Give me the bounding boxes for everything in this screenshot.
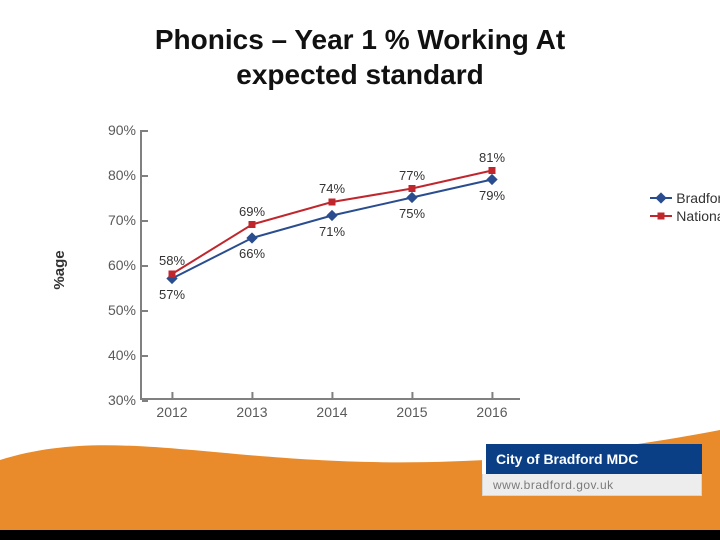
y-axis-label: %age <box>51 250 68 289</box>
data-label-bradford: 79% <box>479 188 505 203</box>
page-title: Phonics – Year 1 % Working At expected s… <box>0 22 720 92</box>
legend-swatch <box>650 209 672 223</box>
data-label-national: 58% <box>159 253 185 268</box>
marker-national <box>329 199 336 206</box>
footer-url-text: www.bradford.gov.uk <box>493 478 614 492</box>
y-tick: 60% <box>92 257 142 273</box>
footer-logo: City of Bradford MDC <box>482 444 702 474</box>
marker-bradford <box>486 174 497 185</box>
marker-bradford <box>246 232 257 243</box>
y-tick: 70% <box>92 212 142 228</box>
data-label-national: 81% <box>479 150 505 165</box>
legend-label: Bradford <box>676 190 720 206</box>
legend-item-bradford: Bradford <box>650 190 720 206</box>
data-label-bradford: 75% <box>399 206 425 221</box>
marker-bradford <box>406 192 417 203</box>
marker-national <box>169 271 176 278</box>
legend-item-national: National <box>650 208 720 224</box>
legend-label: National <box>676 208 720 224</box>
data-label-national: 74% <box>319 181 345 196</box>
marker-bradford <box>326 210 337 221</box>
footer-black-bar <box>0 530 720 540</box>
y-tick: 40% <box>92 347 142 363</box>
footer-logo-text: City of Bradford MDC <box>496 451 638 467</box>
data-label-bradford: 66% <box>239 246 265 261</box>
phonics-chart: %age 30%40%50%60%70%80%90%20122013201420… <box>50 120 670 420</box>
data-label-bradford: 57% <box>159 287 185 302</box>
y-tick: 50% <box>92 302 142 318</box>
plot-area: 30%40%50%60%70%80%90%2012201320142015201… <box>140 130 520 400</box>
footer-logo-block: City of Bradford MDC www.bradford.gov.uk <box>482 444 702 500</box>
marker-national <box>249 221 256 228</box>
footer-url: www.bradford.gov.uk <box>482 474 702 496</box>
marker-national <box>409 185 416 192</box>
legend: Bradford National <box>650 190 720 226</box>
legend-swatch <box>650 191 672 205</box>
data-label-national: 77% <box>399 168 425 183</box>
chart-lines <box>142 130 520 398</box>
y-tick: 80% <box>92 167 142 183</box>
marker-national <box>489 167 496 174</box>
data-label-national: 69% <box>239 204 265 219</box>
data-label-bradford: 71% <box>319 224 345 239</box>
y-tick: 90% <box>92 122 142 138</box>
title-line-2: expected standard <box>236 59 483 90</box>
title-line-1: Phonics – Year 1 % Working At <box>155 24 565 55</box>
